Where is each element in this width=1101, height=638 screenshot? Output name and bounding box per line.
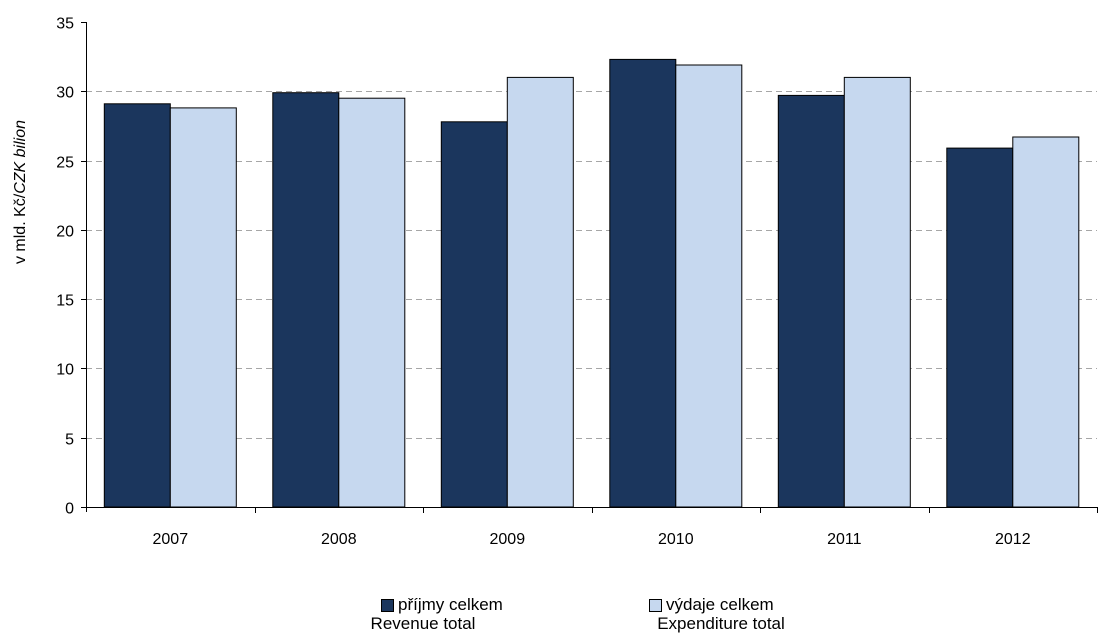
bar-expenditure-2009 [506, 76, 574, 508]
gridlines [86, 91, 1097, 439]
legend: příjmy celkem Revenue total výdaje celke… [0, 595, 1101, 638]
y-axis-label: v mld. Kč/CZK bilion [12, 120, 29, 264]
x-tick-label: 2012 [995, 531, 1031, 548]
y-tick-label: 30 [56, 85, 74, 102]
bar-revenue-2010 [609, 58, 677, 508]
y-tick-label: 20 [56, 224, 74, 241]
y-tick-labels: 0 5 10 15 20 25 30 35 [56, 16, 74, 518]
bar-revenue-2007 [103, 103, 171, 508]
bar-expenditure-2010 [675, 64, 743, 508]
x-tick-label: 2007 [153, 531, 189, 548]
y-tick-label: 5 [65, 432, 74, 449]
legend-label-revenue-en: Revenue total [370, 614, 476, 633]
legend-label-revenue: příjmy celkem [398, 595, 503, 614]
legend-label-expenditure: výdaje celkem [666, 595, 774, 614]
bars [103, 58, 1080, 508]
bar-expenditure-2012 [1012, 136, 1080, 508]
x-tick-label: 2011 [827, 531, 862, 548]
y-tick-label: 10 [56, 362, 74, 379]
legend-swatch-revenue [381, 599, 394, 612]
bar-revenue-2008 [272, 92, 340, 508]
legend-swatch-expenditure [649, 599, 662, 612]
legend-label-expenditure-en: Expenditure total [657, 614, 785, 633]
y-tick-label: 25 [56, 155, 74, 172]
y-tick-label: 35 [56, 16, 74, 33]
bar-expenditure-2008 [338, 97, 406, 508]
x-tick-label: 2010 [658, 531, 694, 548]
y-tick-label: 15 [56, 293, 74, 310]
bar-expenditure-2007 [169, 107, 237, 508]
x-tick-label: 2009 [490, 531, 526, 548]
axes [81, 22, 1098, 513]
y-tick-label: 0 [65, 501, 74, 518]
bar-revenue-2012 [946, 147, 1014, 508]
bar-expenditure-2011 [843, 76, 911, 508]
x-tick-label: 2008 [321, 531, 357, 548]
bar-revenue-2011 [777, 94, 845, 508]
x-tick-labels: 2007 2008 2009 2010 2011 2012 [153, 531, 1031, 548]
bar-revenue-2009 [440, 121, 508, 508]
